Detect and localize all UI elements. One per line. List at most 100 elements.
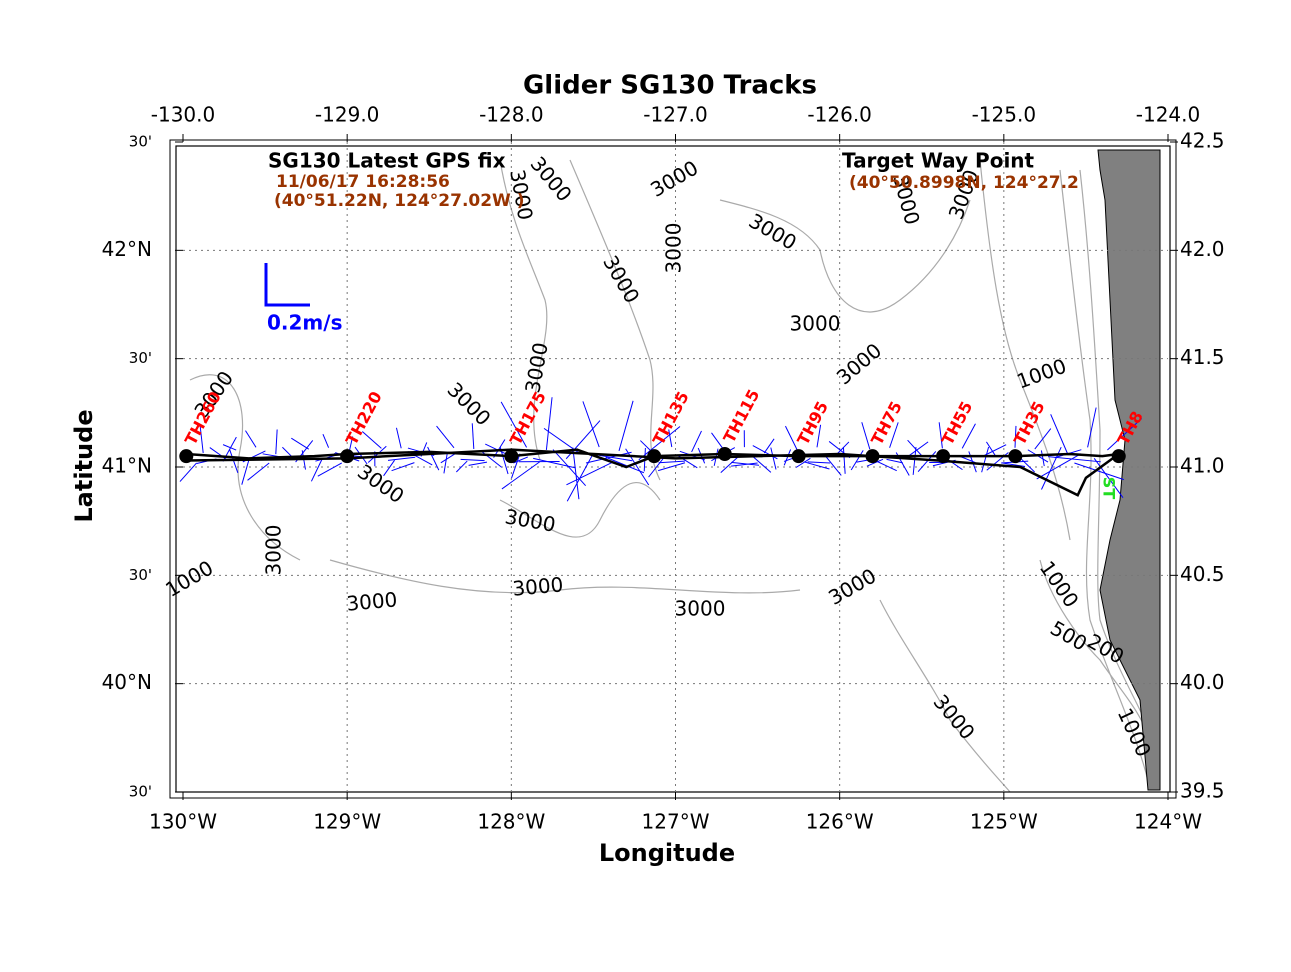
x-axis-label: Longitude [599,839,735,867]
current-vector [658,463,685,471]
contour-label: 3000 [929,690,980,744]
x2-tick-label: -127.0 [643,103,707,127]
y-axis-label: Latitude [70,409,98,522]
y-tick-label: 40°N [102,670,152,694]
current-vector [771,448,776,470]
contour-label: 3000 [832,338,886,389]
current-vector [323,434,329,448]
contour-label: 3000 [345,587,398,615]
current-vector [480,450,501,467]
chart-title: Glider SG130 Tracks [523,71,817,101]
y-tick-label: 42°N [102,237,152,261]
contour-label: 1000 [1013,354,1069,394]
station-marker [1008,449,1022,463]
current-vector [876,461,896,471]
contour-label: 3000 [790,312,841,336]
x2-tick-label: -125.0 [972,103,1036,127]
current-vector [444,452,447,473]
contour-label: 3000 [662,223,686,274]
x-tick-label: 127°W [642,810,710,834]
station-marker [340,449,354,463]
x2-tick-label: -124.0 [1136,103,1200,127]
x2-tick-label: -129.0 [315,103,379,127]
current-vector [982,447,989,472]
scale-label: 0.2m/s [267,311,342,335]
y2-tick-label: 42.5 [1180,129,1225,153]
contour-label: 3000 [520,341,552,395]
contour-label: 3000 [598,251,644,307]
station-marker [504,449,518,463]
contour-label: 3000 [262,525,286,576]
current-vector [808,462,831,463]
station-label: TH115 [719,386,763,446]
current-vector [764,439,774,453]
current-vector [461,459,485,460]
current-vector [982,445,1006,457]
current-vector [469,462,487,465]
station-marker [718,447,732,461]
y-tick-label: 30' [129,349,152,367]
current-vector [180,463,197,482]
station-label: TH175 [506,388,550,448]
x-tick-label: 125°W [970,810,1038,834]
y2-tick-label: 42.0 [1180,237,1225,261]
station-label: TH95 [793,398,832,448]
coastline [1098,150,1160,790]
station-marker [936,449,950,463]
current-vector [384,460,395,476]
x2-tick-label: -128.0 [479,103,543,127]
current-vector [659,461,685,463]
annotation: (40°50.8998N, 124°27.2 [849,173,1079,193]
y-tick-label: 30' [129,783,152,801]
current-vector [566,462,612,484]
contour-label: 3000 [503,504,557,536]
current-vector [619,401,633,451]
annotation: Target Way Point [842,149,1035,173]
current-vector [392,463,415,471]
current-vector [546,397,552,450]
station-marker [866,449,880,463]
annotation: (40°51.22N, 124°27.02W ) [274,191,525,211]
current-vector [533,458,575,467]
y2-tick-label: 41.0 [1180,454,1225,478]
annotation: SG130 Latest GPS fix [268,149,506,173]
station-marker [647,449,661,463]
y2-tick-label: 39.5 [1180,779,1225,803]
x-tick-label: 126°W [806,810,874,834]
current-vector [242,458,250,485]
start-label: ST [1100,477,1119,500]
contour-label: 3000 [443,377,496,430]
x2-tick-label: -130.0 [151,103,215,127]
current-vector [245,431,256,448]
station-marker [792,449,806,463]
contour-label: 3000 [646,156,702,202]
station-label: TH75 [867,398,906,448]
station-label: TH220 [342,388,386,448]
station-label: TH260 [181,388,225,448]
current-vector [843,447,845,474]
y-tick-label: 41°N [102,454,152,478]
station-marker [179,449,193,463]
y-tick-label: 30' [129,133,152,151]
current-vector [291,438,308,449]
x-tick-label: 128°W [477,810,545,834]
x-tick-label: 130°W [149,810,217,834]
annotation: 11/06/17 16:28:56 [276,172,450,192]
current-vector [1035,429,1051,450]
current-vector [396,428,401,448]
current-vector [502,462,540,489]
station-marker [1112,449,1126,463]
current-vector [276,430,277,455]
contour-label: 1000 [1035,556,1084,611]
y-tick-label: 30' [129,566,152,584]
current-vector [1051,414,1068,454]
current-vector [388,457,415,460]
current-vector [318,463,342,476]
current-vector [692,431,702,452]
x-tick-label: 129°W [313,810,381,834]
current-vector [573,448,579,500]
contour-label: 3000 [824,564,880,610]
current-vector [437,426,454,448]
current-vector [355,447,367,464]
